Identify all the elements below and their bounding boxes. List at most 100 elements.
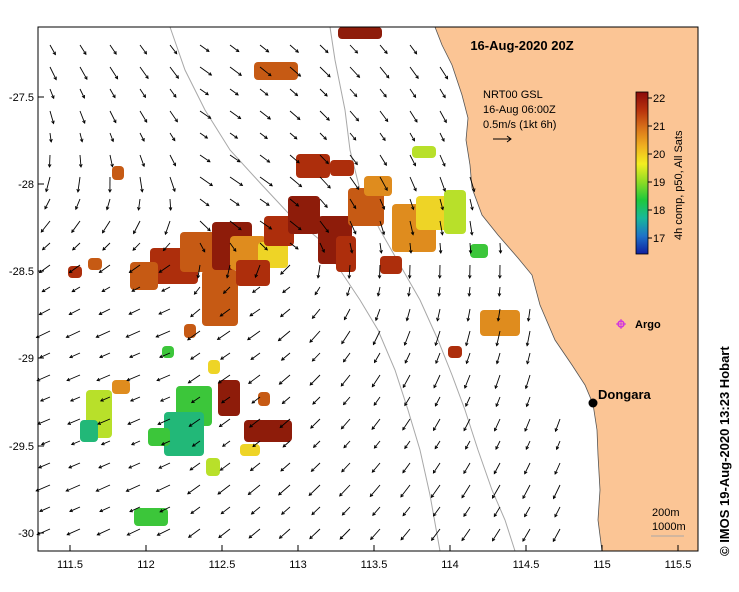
current-arrow xyxy=(109,66,118,80)
current-arrow xyxy=(372,506,381,516)
current-arrowhead xyxy=(440,206,445,211)
dongara-marker[interactable]: Dongara xyxy=(588,387,652,408)
current-arrowhead xyxy=(100,441,105,446)
contour-200m xyxy=(329,26,516,552)
current-arrowhead xyxy=(471,188,476,193)
current-arrowhead xyxy=(190,399,195,404)
current-arrowhead xyxy=(162,247,167,252)
current-arrow xyxy=(499,242,502,254)
current-arrow xyxy=(465,396,471,407)
current-arrowhead xyxy=(158,311,163,315)
current-arrow xyxy=(309,374,321,386)
current-arrowhead xyxy=(38,311,43,316)
current-arrow xyxy=(435,352,441,364)
current-arrow xyxy=(199,176,213,186)
current-arrowhead xyxy=(470,206,474,211)
current-arrowhead xyxy=(112,94,116,99)
sst-colorbar: 22 21 20 19 18 17 4h comp, p50, All Sats xyxy=(635,91,685,255)
current-arrow xyxy=(374,440,381,449)
argo-marker[interactable]: Argo xyxy=(616,319,661,331)
current-arrow xyxy=(188,528,201,538)
current-arrow xyxy=(221,506,231,515)
current-arrow xyxy=(160,396,171,402)
current-arrowhead xyxy=(238,72,242,76)
colorbar-tick-label: 17 xyxy=(653,233,665,245)
current-arrowhead xyxy=(309,535,313,540)
sst-patch xyxy=(330,160,354,176)
current-arrowhead xyxy=(173,94,177,98)
current-arrowhead xyxy=(52,51,56,56)
current-arrowhead xyxy=(160,442,165,446)
current-arrowhead xyxy=(404,445,408,450)
current-arrow xyxy=(526,352,531,364)
current-arrowhead xyxy=(193,291,198,295)
current-arrowhead xyxy=(155,488,160,493)
current-arrow xyxy=(469,198,473,210)
current-arrow xyxy=(192,440,201,447)
current-arrowhead xyxy=(217,380,222,384)
current-arrowhead xyxy=(434,445,439,450)
current-arrow xyxy=(42,286,51,292)
current-arrow xyxy=(163,242,171,251)
current-arrowhead xyxy=(164,231,168,236)
current-arrowhead xyxy=(239,182,244,187)
current-arrow xyxy=(71,286,81,292)
current-arrow xyxy=(251,506,261,515)
current-arrow xyxy=(101,286,111,292)
current-arrow xyxy=(188,374,201,384)
current-arrow xyxy=(370,528,381,540)
current-arrow xyxy=(229,66,242,76)
current-arrowhead xyxy=(442,188,446,192)
current-arrowhead xyxy=(190,356,194,360)
current-arrow xyxy=(156,484,171,492)
current-arrow xyxy=(169,88,177,98)
x-tick-label: 113.5 xyxy=(361,559,388,571)
current-arrowhead xyxy=(249,312,254,317)
current-arrowhead xyxy=(142,94,147,99)
x-axis: 111.5 112 112.5 113 113.5 114 114.5 115 … xyxy=(57,545,691,571)
current-arrowhead xyxy=(465,342,469,347)
map-title: 16-Aug-2020 20Z xyxy=(470,38,573,53)
current-arrow xyxy=(555,418,561,432)
current-arrowhead xyxy=(208,72,213,76)
current-arrowhead xyxy=(325,229,329,233)
current-arrow xyxy=(248,484,261,495)
current-arrow xyxy=(349,176,359,190)
current-arrowhead xyxy=(411,137,415,142)
current-arrow xyxy=(492,528,501,542)
current-arrow xyxy=(217,484,231,495)
current-arrow xyxy=(469,220,473,235)
current-arrow xyxy=(79,88,85,99)
current-arrowhead xyxy=(68,465,73,469)
current-arrow xyxy=(404,352,411,364)
current-arrowhead xyxy=(187,534,192,538)
current-arrow xyxy=(433,506,441,517)
sst-patch xyxy=(444,190,466,234)
current-arrow xyxy=(409,132,415,142)
current-arrow xyxy=(280,308,291,317)
current-arrowhead xyxy=(69,398,74,402)
legend-time: 16-Aug 06:00Z xyxy=(483,104,556,116)
current-arrowhead xyxy=(99,398,104,402)
current-arrow xyxy=(319,66,331,78)
sst-patch xyxy=(448,346,462,358)
current-arrowhead xyxy=(382,137,386,142)
current-arrowhead xyxy=(343,444,347,449)
current-arrow xyxy=(169,198,172,211)
current-arrow xyxy=(37,418,51,425)
current-arrowhead xyxy=(113,51,117,55)
current-arrowhead xyxy=(442,94,446,99)
current-arrowhead xyxy=(248,534,253,539)
current-arrowhead xyxy=(143,50,148,55)
current-arrowhead xyxy=(341,468,345,473)
imos-credit: © IMOS 19-Aug-2020 13:23 Hobart xyxy=(717,346,732,556)
current-arrow xyxy=(435,330,441,346)
current-arrow xyxy=(379,264,381,279)
current-arrowhead xyxy=(415,75,419,80)
current-arrow xyxy=(102,220,111,234)
current-arrowhead xyxy=(298,183,303,188)
current-arrowhead xyxy=(404,359,408,364)
current-arrowhead xyxy=(437,275,442,279)
current-arrowhead xyxy=(128,465,133,469)
current-arrow xyxy=(339,484,351,497)
